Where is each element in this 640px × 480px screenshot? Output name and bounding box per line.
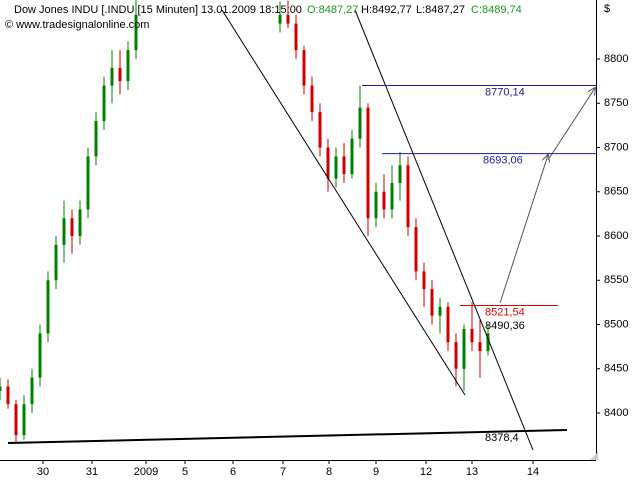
- candle-body: [350, 138, 354, 175]
- candle-body: [470, 328, 474, 343]
- x-tick-label: 7: [280, 466, 286, 478]
- candle-body: [46, 280, 50, 334]
- candle-body: [422, 271, 426, 290]
- candle-body: [446, 306, 450, 343]
- candle-body: [62, 218, 66, 245]
- candle-body: [358, 107, 362, 139]
- y-tick-label: 8800: [604, 53, 628, 65]
- plot-area: [0, 0, 596, 451]
- x-tick-label: 14: [527, 466, 539, 478]
- candle-body: [486, 333, 490, 352]
- trend-line: [221, 9, 466, 396]
- candle-body: [390, 182, 394, 210]
- candle-body: [382, 191, 386, 210]
- candle-body: [310, 85, 314, 113]
- candle-body: [318, 112, 322, 148]
- candle-body: [414, 227, 418, 272]
- candle-body: [22, 404, 26, 436]
- candle-body: [454, 342, 458, 369]
- level-label: 8521,54: [485, 306, 525, 318]
- y-tick-label: 8450: [604, 363, 628, 375]
- candle-body: [70, 218, 74, 237]
- trend-line: [7, 429, 568, 445]
- candle-body: [38, 333, 42, 378]
- x-tick-label: 13: [466, 466, 478, 478]
- x-tick-label: 8: [326, 466, 332, 478]
- chart-title: Dow Jones INDU [.INDU [15 Minuten]: [14, 4, 198, 16]
- candle-body: [86, 156, 90, 210]
- x-tick-label: 12: [420, 466, 432, 478]
- candle-body: [462, 328, 466, 369]
- y-tick-label: 8550: [604, 274, 628, 286]
- candle-body: [54, 244, 58, 281]
- credit: © www.tradesignalonline.com: [5, 19, 149, 31]
- level-label: 8490,36: [485, 320, 525, 332]
- candle-body: [366, 107, 370, 219]
- level-label: 8693,06: [483, 155, 523, 167]
- level-label: 8770,14: [485, 86, 525, 98]
- x-tick-label: 30: [37, 466, 49, 478]
- candle-body: [118, 67, 122, 82]
- candle-body: [278, 14, 282, 24]
- candle-body: [102, 85, 106, 121]
- y-tick-label: 8700: [604, 141, 628, 153]
- level-label: 8378,4: [485, 432, 519, 444]
- ohlc-close: C:8489,74: [471, 4, 522, 16]
- candle-body: [294, 23, 298, 51]
- y-tick-label: 8650: [604, 186, 628, 198]
- ohlc-high: H:8492,77: [361, 4, 412, 16]
- candle-body: [134, 14, 138, 51]
- x-tick-label: 6: [230, 466, 236, 478]
- candle-body: [110, 67, 114, 86]
- trend-line: [354, 9, 534, 451]
- arrow: [547, 88, 595, 161]
- candle-body: [94, 120, 98, 157]
- candle-body: [478, 342, 482, 352]
- candle-body: [342, 156, 346, 175]
- ohlc-open: O:8487,27: [307, 4, 358, 16]
- candle-body: [326, 147, 330, 179]
- candle-body: [398, 165, 402, 183]
- candle-body: [30, 377, 34, 405]
- candle-body: [334, 156, 338, 179]
- arrow: [499, 155, 548, 304]
- candle-body: [126, 50, 130, 82]
- candle-body: [286, 14, 290, 24]
- x-tick-label: 9: [373, 466, 379, 478]
- y-tick-label: 8500: [604, 318, 628, 330]
- candle-body: [302, 50, 306, 86]
- y-tick-label: 8600: [604, 230, 628, 242]
- candle-body: [430, 289, 434, 316]
- x-tick-label: 5: [182, 466, 188, 478]
- y-tick-label: 8750: [604, 97, 628, 109]
- ohlc-low: L:8487,27: [416, 4, 465, 16]
- candle-body: [78, 209, 82, 237]
- candle-body: [14, 404, 18, 436]
- candle-body: [374, 191, 378, 219]
- y-axis-label: $: [604, 3, 610, 15]
- candle-body: [6, 386, 10, 405]
- candle-body: [0, 386, 2, 391]
- datetime: 13.01.2009 18:15:00: [201, 4, 302, 16]
- candle-body: [438, 306, 442, 316]
- candle-body: [406, 165, 410, 228]
- header: Dow Jones INDU [.INDU [15 Minuten] 13.01…: [5, 3, 610, 31]
- y-tick-label: 8400: [604, 407, 628, 419]
- corner: [590, 452, 598, 460]
- x-tick-label: 2009: [134, 466, 158, 478]
- x-tick-label: 31: [86, 466, 98, 478]
